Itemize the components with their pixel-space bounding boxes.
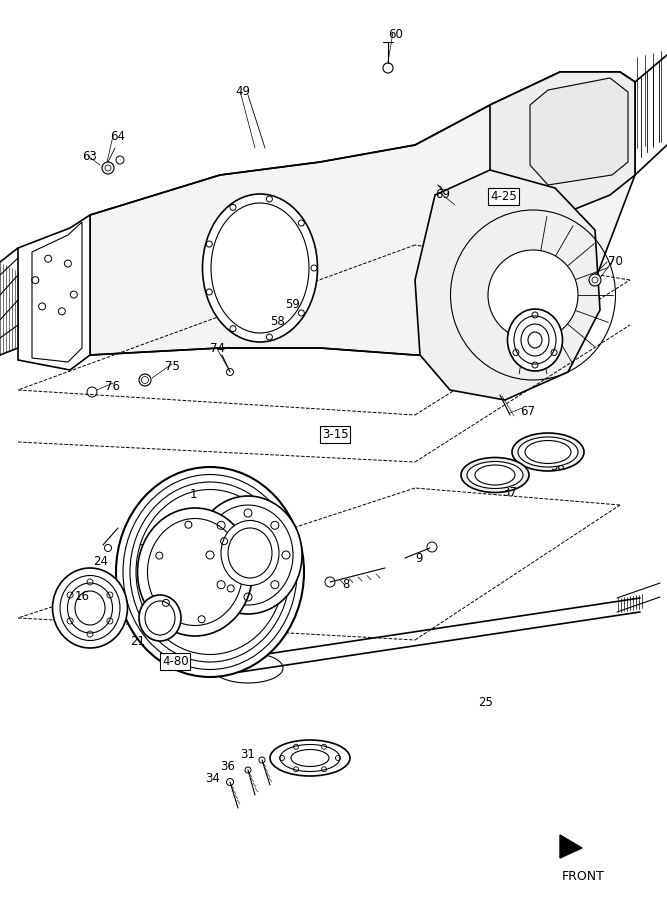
Ellipse shape [475, 465, 515, 485]
Polygon shape [415, 170, 600, 400]
Text: 25: 25 [478, 696, 493, 709]
Polygon shape [560, 835, 582, 858]
Text: 1: 1 [190, 488, 197, 501]
Polygon shape [32, 222, 82, 362]
Circle shape [278, 288, 292, 302]
Ellipse shape [139, 595, 181, 641]
Ellipse shape [203, 505, 293, 605]
Ellipse shape [508, 309, 562, 371]
Text: 2: 2 [138, 543, 145, 556]
Circle shape [589, 274, 601, 286]
Text: 3-15: 3-15 [322, 428, 349, 441]
Text: 58: 58 [270, 315, 285, 328]
Ellipse shape [461, 457, 529, 492]
Ellipse shape [518, 437, 578, 467]
Ellipse shape [270, 740, 350, 776]
Ellipse shape [528, 332, 542, 348]
Ellipse shape [211, 203, 309, 333]
Circle shape [383, 63, 393, 73]
Text: 63: 63 [82, 150, 97, 163]
Ellipse shape [221, 520, 279, 586]
Ellipse shape [147, 518, 243, 626]
Text: FRONT: FRONT [562, 870, 605, 883]
Ellipse shape [194, 496, 302, 614]
Text: 38: 38 [550, 460, 565, 473]
Text: 59: 59 [285, 298, 300, 311]
Ellipse shape [53, 568, 127, 648]
Polygon shape [490, 72, 635, 220]
Text: 24: 24 [93, 555, 108, 568]
Text: 74: 74 [210, 342, 225, 355]
Ellipse shape [467, 462, 523, 489]
Text: 16: 16 [75, 590, 90, 603]
Ellipse shape [514, 316, 556, 364]
Ellipse shape [203, 194, 317, 342]
Text: 37: 37 [502, 486, 517, 499]
Ellipse shape [488, 250, 578, 340]
Ellipse shape [521, 324, 549, 356]
Polygon shape [18, 215, 90, 370]
Text: 8: 8 [342, 578, 350, 591]
Text: 4-25: 4-25 [490, 190, 517, 203]
Ellipse shape [228, 528, 272, 578]
Ellipse shape [116, 467, 304, 677]
Text: 15: 15 [148, 616, 163, 629]
Text: 75: 75 [165, 360, 180, 373]
Text: 70: 70 [608, 255, 623, 268]
Ellipse shape [145, 601, 175, 635]
Text: 36: 36 [220, 760, 235, 773]
Ellipse shape [291, 750, 329, 767]
Ellipse shape [525, 440, 571, 464]
Polygon shape [530, 78, 628, 185]
Ellipse shape [67, 583, 113, 633]
Ellipse shape [136, 490, 284, 654]
Circle shape [139, 374, 151, 386]
Ellipse shape [130, 482, 290, 662]
Circle shape [264, 307, 280, 323]
Text: 60: 60 [388, 28, 403, 41]
Text: 34: 34 [205, 772, 220, 785]
Text: 31: 31 [240, 748, 255, 761]
Ellipse shape [137, 508, 253, 636]
Ellipse shape [512, 433, 584, 471]
Ellipse shape [123, 474, 297, 670]
Ellipse shape [60, 575, 120, 641]
Text: 21: 21 [130, 635, 145, 648]
Ellipse shape [280, 744, 340, 771]
Ellipse shape [75, 591, 105, 625]
Circle shape [102, 162, 114, 174]
Text: 20: 20 [148, 560, 163, 573]
Text: 69: 69 [435, 188, 450, 201]
Polygon shape [90, 72, 635, 355]
Text: 64: 64 [110, 130, 125, 143]
Text: 49: 49 [235, 85, 250, 98]
Text: 76: 76 [105, 380, 120, 393]
Text: 67: 67 [520, 405, 535, 418]
Text: 9: 9 [415, 552, 422, 565]
Text: 4-80: 4-80 [162, 655, 189, 668]
